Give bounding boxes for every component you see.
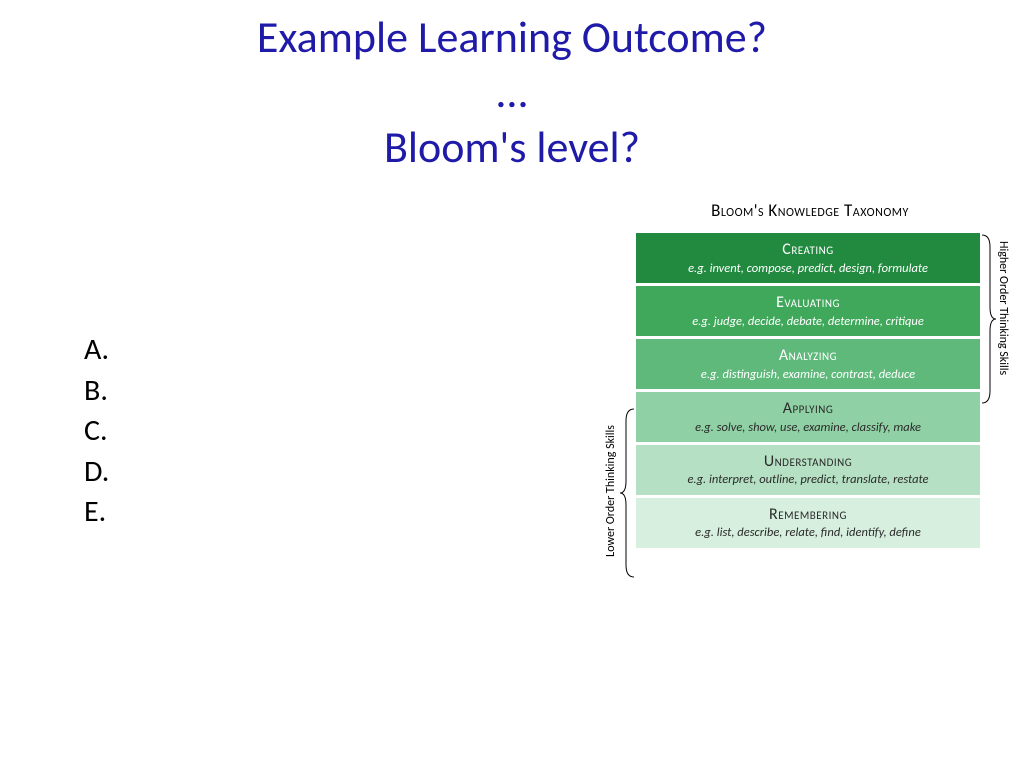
answer-options: A. B. C. D. E. [84,330,109,533]
higher-order-label: Higher Order Thinking Skills [996,241,1010,375]
level-applying: Applying e.g. solve, show, use, examine,… [636,392,980,442]
option-b: B. [84,371,109,412]
level-name: Understanding [642,453,974,471]
level-verbs: e.g. interpret, outline, predict, transl… [642,473,974,487]
level-name: Evaluating [642,294,974,312]
higher-order-bracket: Higher Order Thinking Skills [980,233,1010,548]
level-understanding: Understanding e.g. interpret, outline, p… [636,445,980,495]
taxonomy-title: Bloom's Knowledge Taxonomy [640,200,980,221]
blooms-taxonomy-diagram: Bloom's Knowledge Taxonomy Lower Order T… [600,200,1010,548]
option-c: C. [84,411,109,452]
level-verbs: e.g. solve, show, use, examine, classify… [642,421,974,435]
level-verbs: e.g. distinguish, examine, contrast, ded… [642,368,974,382]
option-a: A. [84,330,109,371]
slide-title: Example Learning Outcome? ... Bloom's le… [0,0,1024,175]
level-verbs: e.g. list, describe, relate, find, ident… [642,526,974,540]
title-line-2: ... [0,65,1024,120]
level-evaluating: Evaluating e.g. judge, decide, debate, d… [636,286,980,336]
level-verbs: e.g. invent, compose, predict, design, f… [642,262,974,276]
title-line-1: Example Learning Outcome? [0,10,1024,65]
level-name: Creating [642,241,974,259]
level-name: Analyzing [642,347,974,365]
level-analyzing: Analyzing e.g. distinguish, examine, con… [636,339,980,389]
taxonomy-body: Lower Order Thinking Skills Creating e.g… [600,233,1010,548]
level-name: Applying [642,400,974,418]
lower-order-bracket: Lower Order Thinking Skills [600,233,636,548]
option-e: E. [84,492,109,533]
taxonomy-levels: Creating e.g. invent, compose, predict, … [636,233,980,548]
level-creating: Creating e.g. invent, compose, predict, … [636,233,980,283]
option-d: D. [84,452,109,493]
level-name: Remembering [642,506,974,524]
level-verbs: e.g. judge, decide, debate, determine, c… [642,315,974,329]
title-line-3: Bloom's level? [0,120,1024,175]
level-remembering: Remembering e.g. list, describe, relate,… [636,498,980,548]
lower-order-label: Lower Order Thinking Skills [604,425,618,557]
